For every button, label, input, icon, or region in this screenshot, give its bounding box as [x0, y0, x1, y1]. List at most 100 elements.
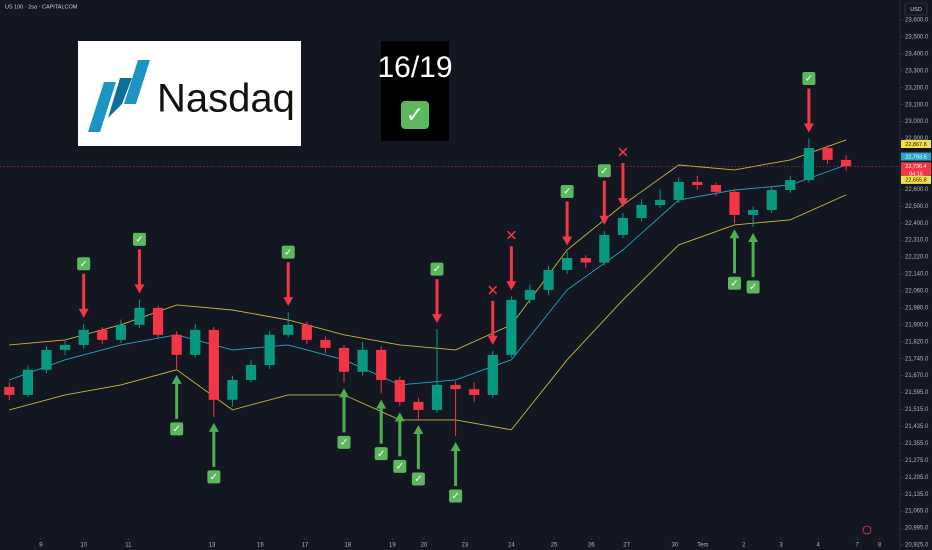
signal-check-box [281, 245, 295, 259]
x-tick-label: 3 [779, 543, 783, 549]
candle-body [450, 384, 461, 390]
signal-check-box [597, 164, 611, 178]
logo-bar [124, 60, 150, 104]
signal-arrow-head [487, 335, 498, 345]
candle-body [580, 257, 591, 263]
plot-area: ✓ ✓ ✓ ✓ ✓ ✓ ✓ ✓ ✓ ✓ ✓ ✕ ✕ ✓ ✓ ✕ ✓ ✓ ✓ [0, 72, 900, 503]
signal-check-box [560, 184, 574, 198]
signal-check-box [337, 435, 351, 449]
band-upper [9, 139, 847, 351]
candle-body [301, 324, 312, 340]
signal-mark: ✓ [805, 74, 813, 85]
signal-mark: ✓ [730, 278, 738, 289]
y-tick-label: 23,200.0 [905, 85, 929, 91]
candle-body [134, 307, 145, 325]
candle-body [394, 379, 405, 402]
currency-box [904, 2, 928, 16]
x-tick-label: Tem [697, 543, 708, 549]
candle-body [840, 159, 852, 167]
signal-mark: ✓ [135, 235, 143, 246]
chart-title: US 100 · 2sa · CAPITALCOM [5, 4, 78, 10]
alert-icon[interactable] [862, 525, 872, 535]
y-tick-label: 21,595.0 [905, 390, 929, 396]
signal-mark: ✕ [617, 145, 630, 162]
signal-mark: ✓ [340, 438, 348, 449]
signal-arrow-head [562, 236, 573, 246]
signal-arrow-head [283, 297, 294, 307]
x-tick-label: 4 [817, 543, 821, 549]
y-tick-label: 23,400.0 [905, 51, 929, 57]
candle-body [245, 365, 257, 380]
y-tick-label: 22,310.0 [905, 238, 929, 244]
candle-body [562, 257, 573, 271]
candle-body [506, 299, 517, 355]
price-label-box [901, 175, 931, 184]
candle-body [524, 289, 536, 300]
signal-check-box [393, 459, 407, 473]
price-label: 22,793.5 [905, 154, 926, 160]
candle-body [59, 344, 71, 350]
candle-body [190, 329, 201, 355]
signal-check-box [728, 276, 742, 290]
y-tick-label: 23,600.0 [905, 18, 929, 24]
signal-arrow-head [413, 425, 424, 435]
candle-body [431, 384, 443, 410]
signal-check-box [77, 257, 91, 271]
y-tick-label: 21,670.0 [905, 373, 929, 379]
signal-mark: ✓ [414, 474, 422, 485]
candle-body [152, 307, 164, 335]
y-tick-label: 21,515.0 [905, 407, 929, 413]
candle-body [41, 349, 52, 370]
signal-check-box [746, 280, 760, 294]
price-label-box [901, 162, 931, 179]
band-middle [9, 164, 847, 386]
signal-check-box [430, 262, 444, 276]
signal-mark: ✓ [284, 247, 292, 258]
candle-body [413, 401, 424, 410]
signal-check-box [170, 422, 184, 436]
signal-mark: ✓ [451, 491, 459, 502]
score-check: ✓ [406, 102, 424, 127]
signal-check-box [207, 470, 221, 484]
signal-arrow-head [599, 215, 610, 225]
x-tick-label: 10 [80, 543, 87, 549]
y-tick-label: 21,355.0 [905, 441, 929, 447]
score-check-box [401, 101, 429, 129]
x-tick-label: 27 [623, 543, 630, 549]
signal-arrow-head [376, 399, 387, 409]
y-tick-label: 21,820.0 [905, 339, 929, 345]
y-tick-label: 23,000.0 [905, 119, 929, 125]
candle-body [747, 210, 759, 215]
signal-arrow-head [339, 388, 350, 398]
signal-check-box [132, 232, 146, 246]
signal-arrow-head [78, 308, 89, 318]
signal-mark: ✓ [749, 282, 757, 293]
x-tick-label: 2 [742, 543, 746, 549]
candle-body [264, 334, 275, 366]
signal-arrow-head [748, 232, 759, 242]
candle-body [636, 204, 647, 218]
y-tick-label: 20,995.0 [905, 526, 929, 532]
x-tick-label: 30 [672, 543, 679, 549]
candle-body [283, 324, 294, 335]
candle-body [78, 329, 89, 345]
x-tick-label: 19 [389, 543, 396, 549]
logo-text: Nasdaq [157, 77, 295, 121]
x-tick-label: 9 [39, 543, 43, 549]
x-tick-label: 16 [257, 543, 264, 549]
signal-arrow-head [450, 441, 461, 451]
candle-body [710, 184, 722, 192]
candle-body [785, 180, 796, 191]
x-tick-label: 7 [856, 543, 860, 549]
candle-body [338, 347, 350, 372]
signal-arrow-head [617, 198, 628, 208]
candle-body [543, 270, 554, 290]
y-tick-label: 23,100.0 [905, 102, 929, 108]
signal-mark: ✓ [377, 449, 385, 460]
score: 16/19 [377, 51, 452, 84]
price-label-box [901, 140, 931, 149]
candle-body [617, 217, 629, 235]
signal-check-box [374, 447, 388, 461]
